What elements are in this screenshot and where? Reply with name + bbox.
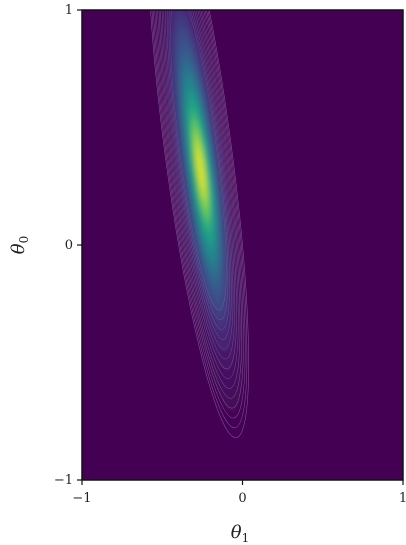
contour-line [147, 10, 249, 438]
contour-line [151, 10, 246, 419]
x-axis: −1 0 1 [72, 480, 406, 506]
contour-line [149, 10, 248, 429]
contour-line [168, 10, 229, 321]
x-tick-label: 1 [399, 491, 406, 506]
contour-line [158, 10, 239, 379]
y-tick-label: −1 [54, 473, 73, 488]
contour-line [154, 10, 243, 399]
contour-line [166, 10, 230, 330]
y-tick-label: 1 [65, 3, 73, 18]
y-tick-label: 0 [65, 238, 73, 253]
contour-line [156, 10, 241, 389]
contour-line [170, 10, 227, 311]
density-level-band [197, 149, 205, 191]
density-field [147, 10, 250, 443]
contour-line [153, 10, 244, 409]
y-axis: −1 0 1 [54, 3, 82, 488]
contour-line [161, 10, 236, 360]
y-axis-label: θ0 [8, 236, 31, 254]
contour-line [165, 10, 232, 340]
contour-line [159, 10, 237, 370]
x-axis-label: θ1 [231, 522, 249, 545]
x-tick-label: −1 [72, 491, 91, 506]
x-tick-label: 0 [238, 491, 246, 506]
